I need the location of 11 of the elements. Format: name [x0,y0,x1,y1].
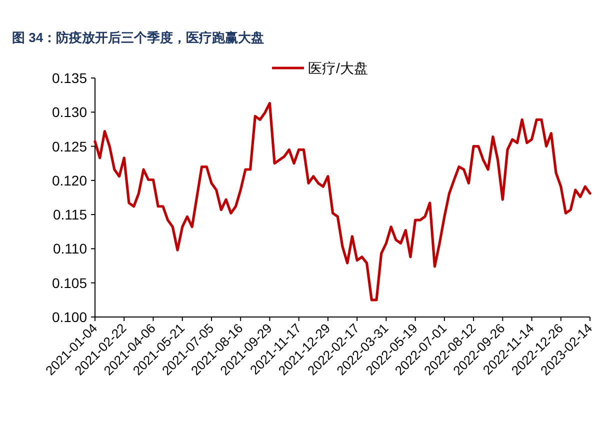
chart-title: 图 34：防疫放开后三个季度，医疗跑赢大盘 [12,30,264,45]
y-tick-label: 0.110 [53,240,88,257]
y-tick-label: 0.100 [52,309,88,325]
y-tick-label: 0.120 [52,172,88,188]
y-tick-label: 0.125 [52,138,88,154]
line-series [94,102,592,302]
y-tick-label: 0.115 [53,206,88,223]
y-tick-label: 0.105 [52,274,88,291]
y-tick-label: 0.130 [52,104,88,120]
legend-label: 医疗/大盘 [308,60,368,76]
y-tick-label: 0.135 [52,70,88,86]
